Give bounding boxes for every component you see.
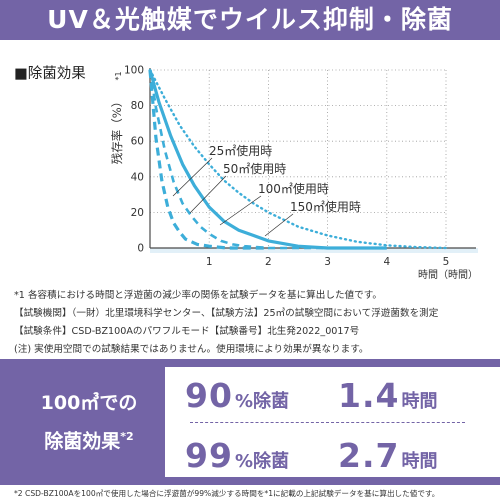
series-label-leader-4	[264, 213, 294, 237]
series-label-3: 100㎡使用時	[258, 181, 329, 196]
banner-title: UV＆光触媒でウイルス抑制・除菌	[47, 5, 453, 34]
summary-label-line1: 100㎥での	[40, 391, 138, 414]
note-test-conditions: 【試験条件】CSD-BZ100Aのパワフルモード【試験番号】北生発2022_00…	[14, 326, 360, 337]
x-tick-label-1: 1	[206, 256, 213, 268]
notes: *1 各容積における時間と浮遊菌の減少率の関係を試験データを基に算出した値です。…	[14, 287, 494, 359]
stat-99-unit: %除菌	[234, 451, 289, 472]
note-1: *1 各容積における時間と浮遊菌の減少率の関係を試験データを基に算出した値です。	[14, 290, 382, 301]
x-axis-title: 時間（時間）	[418, 269, 478, 281]
series-label-2: 50㎡使用時	[223, 161, 286, 176]
x-tick-label-2: 2	[265, 256, 272, 268]
stat-2-7-unit: 時間	[401, 451, 438, 472]
summary-label-line2: 除菌効果*2	[44, 420, 133, 458]
series-label-leader-2	[189, 175, 227, 214]
summary-panel: 100㎥での 除菌効果*2 90 %除菌 1.4 時間 99 %除菌 2.7 時間	[0, 359, 500, 485]
x-tick-label-3: 3	[324, 256, 331, 268]
y-tick-label-5: 100	[124, 65, 144, 77]
stat-1-4-unit: 時間	[401, 391, 438, 412]
stat-1-4-value: 1.4	[338, 376, 400, 415]
section-title: ■除菌効果	[14, 66, 86, 82]
series-line-2	[148, 69, 328, 250]
stat-90-percent: 90 %除菌	[185, 379, 289, 412]
series-label-leader-1	[172, 157, 213, 197]
stats-divider	[190, 422, 465, 423]
stat-2-7-value: 2.7	[338, 436, 400, 475]
footnote: *2 CSD-BZ100Aを100㎥で使用した場合に浮遊菌が99%減少する時間を…	[14, 489, 440, 498]
y-tick-label-3: 60	[131, 136, 144, 148]
series-line-1	[148, 69, 269, 250]
stat-90-unit: %除菌	[234, 391, 289, 412]
summary-label: 100㎥での 除菌効果*2	[14, 359, 164, 485]
x-tick-label-5: 5	[443, 256, 450, 268]
stat-2-7-hours: 2.7 時間	[338, 439, 437, 472]
stat-99-percent: 99 %除菌	[185, 439, 289, 472]
summary-label-text: 除菌効果	[44, 430, 121, 453]
stat-90-value: 90	[185, 376, 233, 415]
series-line-4	[148, 68, 448, 250]
note-test-institution: 【試験機関】（一財）北里環境科学センター、【試験方法】25㎥の試験空間において浮…	[14, 308, 439, 319]
y-tick-label-4: 80	[131, 100, 144, 112]
series-line-3	[148, 69, 387, 250]
summary-label-sup: *2	[120, 429, 134, 443]
y-tick-label-0: 0	[137, 243, 144, 255]
y-tick-label-2: 40	[131, 171, 144, 183]
decay-chart: 0 20 40 60 80 100 1 2 3 4 5 残存率（%） *1 時間（時間） 25㎡使用時 50㎡…	[110, 65, 478, 281]
x-axis-band	[150, 248, 478, 253]
note-disclaimer: (注) 実使用空間での試験結果ではありません。使用環境により効果が異なります。	[14, 344, 369, 355]
stat-99-value: 99	[185, 436, 233, 475]
y-axis-title: 残存率（%）	[110, 96, 124, 164]
x-tick-label-4: 4	[383, 256, 390, 268]
y-axis-title-note: *1	[114, 71, 123, 80]
title-banner: UV＆光触媒でウイルス抑制・除菌	[0, 0, 500, 40]
series-label-1: 25㎡使用時	[209, 143, 272, 158]
series-label-leader-3	[219, 195, 262, 226]
y-tick-label-1: 20	[131, 207, 144, 219]
stat-1-4-hours: 1.4 時間	[338, 379, 437, 412]
series-label-4: 150㎡使用時	[290, 199, 361, 214]
